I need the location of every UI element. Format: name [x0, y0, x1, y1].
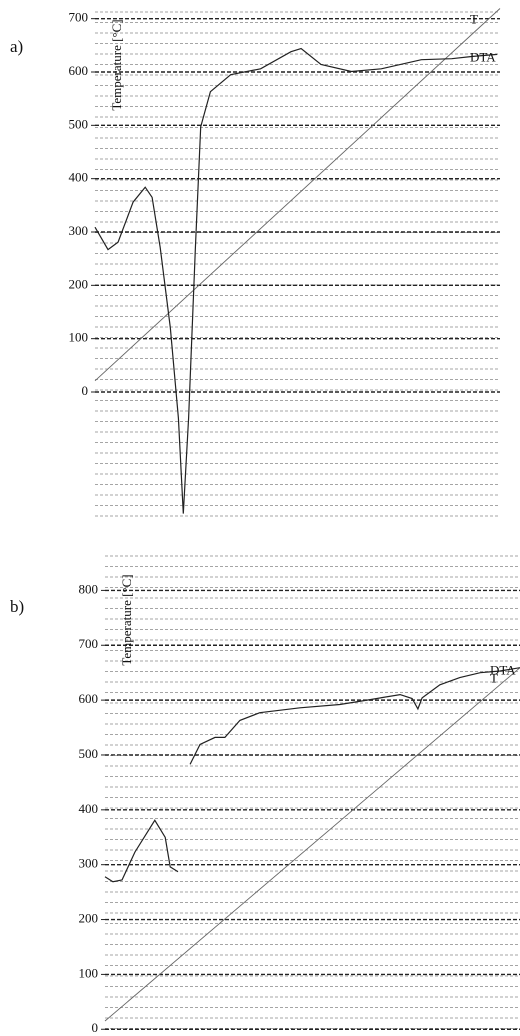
- y-tick-label: 300: [69, 223, 89, 238]
- y-tick-label: 0: [82, 383, 89, 398]
- series-line: [104, 667, 520, 883]
- y-tick-label: 200: [79, 911, 99, 926]
- y-axis-label: Temperature [°C]: [119, 574, 134, 665]
- series-label: T: [490, 671, 498, 686]
- y-tick-label: 600: [69, 63, 89, 78]
- series-line: [94, 47, 498, 514]
- y-tick-label: 500: [69, 116, 89, 131]
- y-tick-label: 700: [79, 636, 99, 651]
- y-tick-label: 100: [69, 330, 89, 345]
- y-tick-label: 300: [79, 856, 99, 871]
- y-tick-label: 400: [69, 170, 89, 185]
- y-axis-label: Temperature [°C]: [109, 19, 124, 110]
- panel-label: b): [10, 597, 24, 616]
- series-label: DTA: [470, 49, 496, 64]
- series-label: T: [470, 12, 478, 27]
- series-line: [94, 8, 501, 382]
- y-tick-label: 500: [79, 746, 99, 761]
- y-tick-label: 600: [79, 691, 99, 706]
- y-tick-label: 100: [79, 965, 99, 980]
- y-tick-label: 400: [79, 801, 99, 816]
- series-line: [104, 667, 520, 1022]
- y-tick-label: 700: [69, 10, 89, 25]
- y-tick-label: 800: [79, 581, 99, 596]
- panel-label: a): [10, 37, 23, 56]
- y-tick-label: 0: [92, 1020, 99, 1035]
- y-tick-label: 200: [69, 276, 89, 291]
- series-label: DTA: [490, 663, 516, 678]
